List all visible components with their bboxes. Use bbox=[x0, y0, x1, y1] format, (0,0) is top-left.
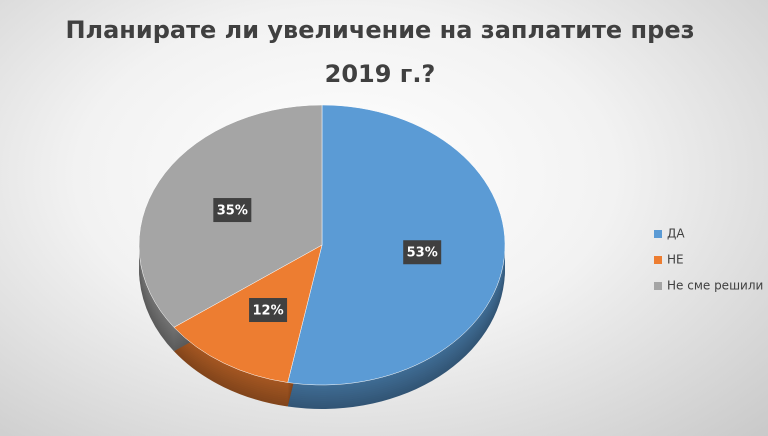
legend-label: НЕ bbox=[667, 253, 684, 267]
data-label-box bbox=[249, 298, 288, 323]
data-label: 35% bbox=[217, 204, 248, 219]
slice bbox=[173, 244, 323, 383]
data-label: 12% bbox=[253, 304, 284, 319]
legend-label: Не сме решили bbox=[667, 279, 763, 293]
data-label-box bbox=[213, 198, 252, 223]
legend-swatch bbox=[654, 230, 662, 238]
legend-label: ДА bbox=[667, 227, 685, 241]
data-label-box bbox=[403, 240, 442, 265]
legend-swatch bbox=[654, 282, 662, 290]
chart-title: Планирате ли увеличение на заплатите пре… bbox=[65, 16, 695, 88]
data-label: 53% bbox=[407, 246, 438, 261]
slice bbox=[287, 104, 506, 386]
legend-swatch bbox=[654, 256, 662, 264]
